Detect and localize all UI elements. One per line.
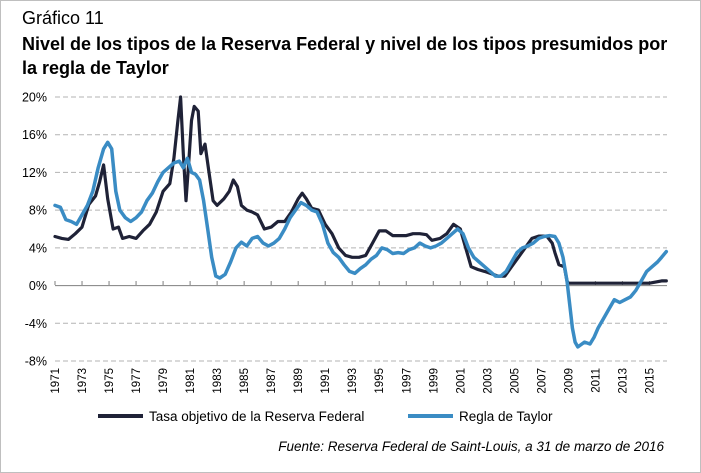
- y-tick-label: -8%: [25, 355, 47, 369]
- x-tick-label: 1991: [320, 368, 332, 394]
- x-tick-label: 2009: [563, 368, 575, 394]
- series-line-taylor-rule: [53, 140, 669, 349]
- x-tick-label: 1983: [212, 368, 224, 394]
- x-tick-label: 1995: [374, 368, 386, 394]
- x-tick-label: 2011: [590, 368, 602, 393]
- x-tick-label: 1993: [347, 368, 359, 394]
- y-axis-ticks: -8% -4% 0% 4% 8% 12% 16% 20%: [22, 91, 47, 369]
- x-tick-label: 1973: [77, 368, 89, 394]
- source-note: Fuente: Reserva Federal de Saint-Louis, …: [278, 439, 664, 454]
- y-tick-label: 8%: [29, 204, 47, 218]
- y-tick-label: 12%: [22, 166, 47, 180]
- x-tick-label: 1999: [428, 368, 440, 394]
- x-tick-label: 2001: [455, 368, 467, 394]
- x-tick-label: 2005: [509, 368, 521, 394]
- chart-title: Nivel de los tipos de la Reserva Federal…: [22, 34, 668, 78]
- x-tick-label: 1981: [185, 368, 197, 394]
- legend: Tasa objetivo de la Reserva Federal Regla…: [98, 409, 553, 424]
- y-tick-label: 16%: [22, 128, 47, 142]
- series-lines: [53, 95, 669, 349]
- x-tick-label: 1985: [239, 368, 251, 394]
- x-tick-label: 1971: [50, 368, 62, 394]
- x-tick-label: 1997: [401, 368, 413, 394]
- x-tick-label: 2003: [482, 368, 494, 394]
- series-line-fed-target: [53, 95, 668, 285]
- y-tick-label: 0%: [29, 279, 47, 293]
- x-axis-ticks: 1971 1973 1975 1977 1979 1981 1983 1985 1987 1989…: [50, 281, 656, 394]
- x-tick-label: 2007: [536, 368, 548, 394]
- y-tick-label: 4%: [29, 241, 47, 255]
- x-tick-label: 1987: [266, 368, 278, 394]
- x-tick-label: 1977: [131, 368, 143, 394]
- x-tick-label: 1979: [158, 368, 170, 394]
- y-tick-label: 20%: [22, 91, 47, 105]
- gridlines: [55, 96, 667, 362]
- x-tick-label: 2013: [617, 368, 629, 394]
- legend-label: Tasa objetivo de la Reserva Federal: [149, 409, 364, 424]
- x-tick-label: 1989: [293, 368, 305, 394]
- legend-label: Regla de Taylor: [459, 409, 553, 424]
- x-tick-label: 1975: [104, 368, 116, 394]
- x-tick-label: 2015: [644, 368, 656, 394]
- y-tick-label: -4%: [25, 317, 47, 331]
- figure-label: Gráfico 11: [22, 8, 104, 28]
